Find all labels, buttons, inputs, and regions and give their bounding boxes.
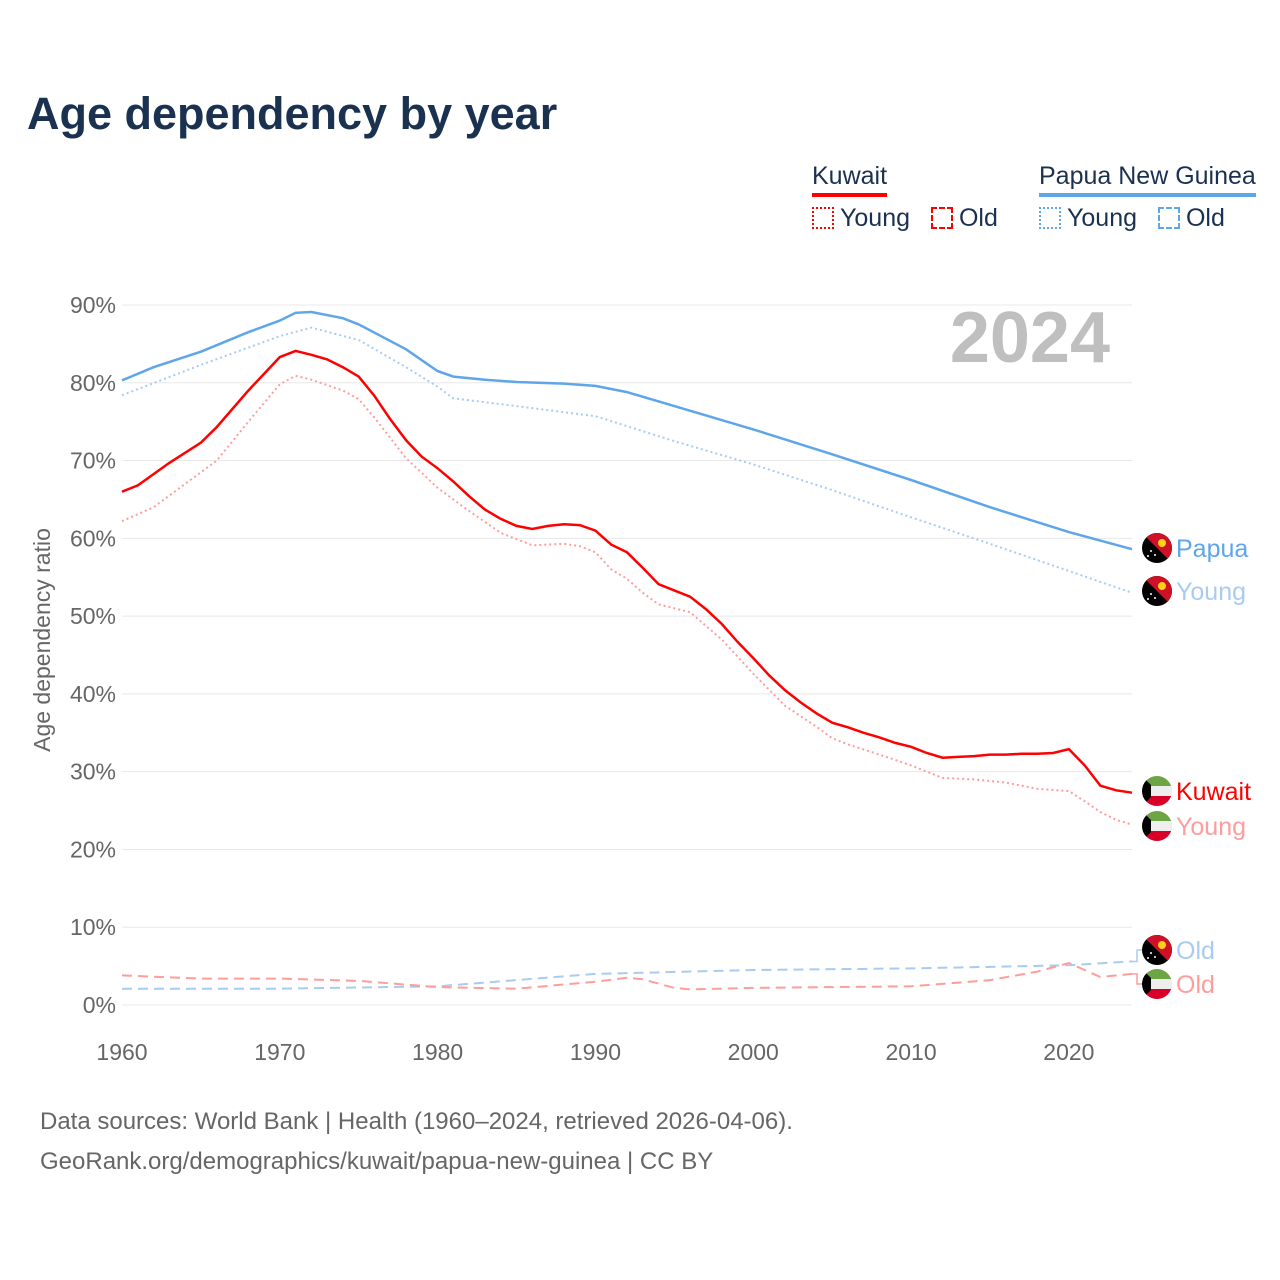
series-end-label: Old — [1176, 937, 1215, 965]
png-flag-icon — [1142, 576, 1172, 606]
legend-kuwait-items: Young Old — [812, 204, 998, 233]
source-line-1: Data sources: World Bank | Health (1960–… — [40, 1108, 793, 1135]
series-end-label: Young — [1176, 578, 1246, 606]
y-tick-label: 30% — [70, 759, 116, 785]
series-end-label: Old — [1176, 971, 1215, 999]
kuwait-flag-icon — [1142, 811, 1172, 841]
y-tick-label: 20% — [70, 836, 116, 862]
x-tick-label: 1990 — [570, 1039, 621, 1065]
series-end-label: Kuwait — [1176, 778, 1251, 806]
dotted-swatch-icon — [812, 207, 834, 229]
label-connector — [1132, 973, 1143, 985]
legend-kuwait: Kuwait — [812, 162, 888, 197]
series-line — [122, 960, 1133, 990]
x-tick-label: 1960 — [96, 1039, 147, 1065]
dashed-swatch-icon — [1157, 207, 1180, 229]
label-connector — [1132, 949, 1143, 963]
chart-title: Age dependency by year — [27, 88, 558, 139]
y-tick-label: 0% — [83, 992, 116, 1018]
legend-png-young: Young — [1067, 204, 1137, 232]
legend-kuwait-old: Old — [958, 204, 998, 232]
y-tick-label: 80% — [70, 370, 116, 396]
kuwait-flag-icon — [1142, 776, 1172, 806]
source-line-2: GeoRank.org/demographics/kuwait/papua-ne… — [40, 1148, 714, 1175]
y-tick-label: 10% — [70, 914, 116, 940]
series-line — [121, 326, 1133, 594]
x-tick-label: 2000 — [728, 1039, 779, 1065]
legend-png-old: Old — [1185, 204, 1225, 232]
png-flag-icon — [1142, 533, 1172, 563]
x-tick-label: 2010 — [885, 1039, 936, 1065]
series-end-label: Young — [1176, 813, 1246, 841]
legend-kuwait-young: Young — [840, 204, 910, 232]
x-tick-label: 2020 — [1043, 1039, 1094, 1065]
png-flag-icon — [1142, 935, 1172, 965]
x-tick-label: 1970 — [254, 1039, 305, 1065]
y-tick-label: 50% — [70, 603, 116, 629]
legend-png-items: Young Old — [1039, 204, 1225, 233]
legend-kuwait-title: Kuwait — [812, 162, 888, 197]
year-label: 2024 — [950, 298, 1110, 378]
y-axis-label: Age dependency ratio — [29, 528, 55, 752]
dashed-swatch-icon — [930, 207, 953, 229]
y-tick-label: 90% — [70, 292, 116, 318]
series-line — [121, 310, 1133, 551]
y-tick-label: 60% — [70, 525, 116, 551]
x-tick-label: 1980 — [412, 1039, 463, 1065]
kuwait-flag-icon — [1142, 969, 1172, 999]
series-end-label: Papua — [1176, 535, 1248, 563]
series-line — [121, 349, 1133, 794]
legend-png: Papua New Guinea — [1039, 162, 1256, 197]
legend-png-title: Papua New Guinea — [1039, 162, 1256, 197]
series-line — [121, 374, 1133, 826]
y-tick-label: 70% — [70, 448, 116, 474]
dotted-swatch-icon — [1039, 207, 1061, 229]
y-tick-label: 40% — [70, 681, 116, 707]
series-line — [121, 961, 1133, 991]
